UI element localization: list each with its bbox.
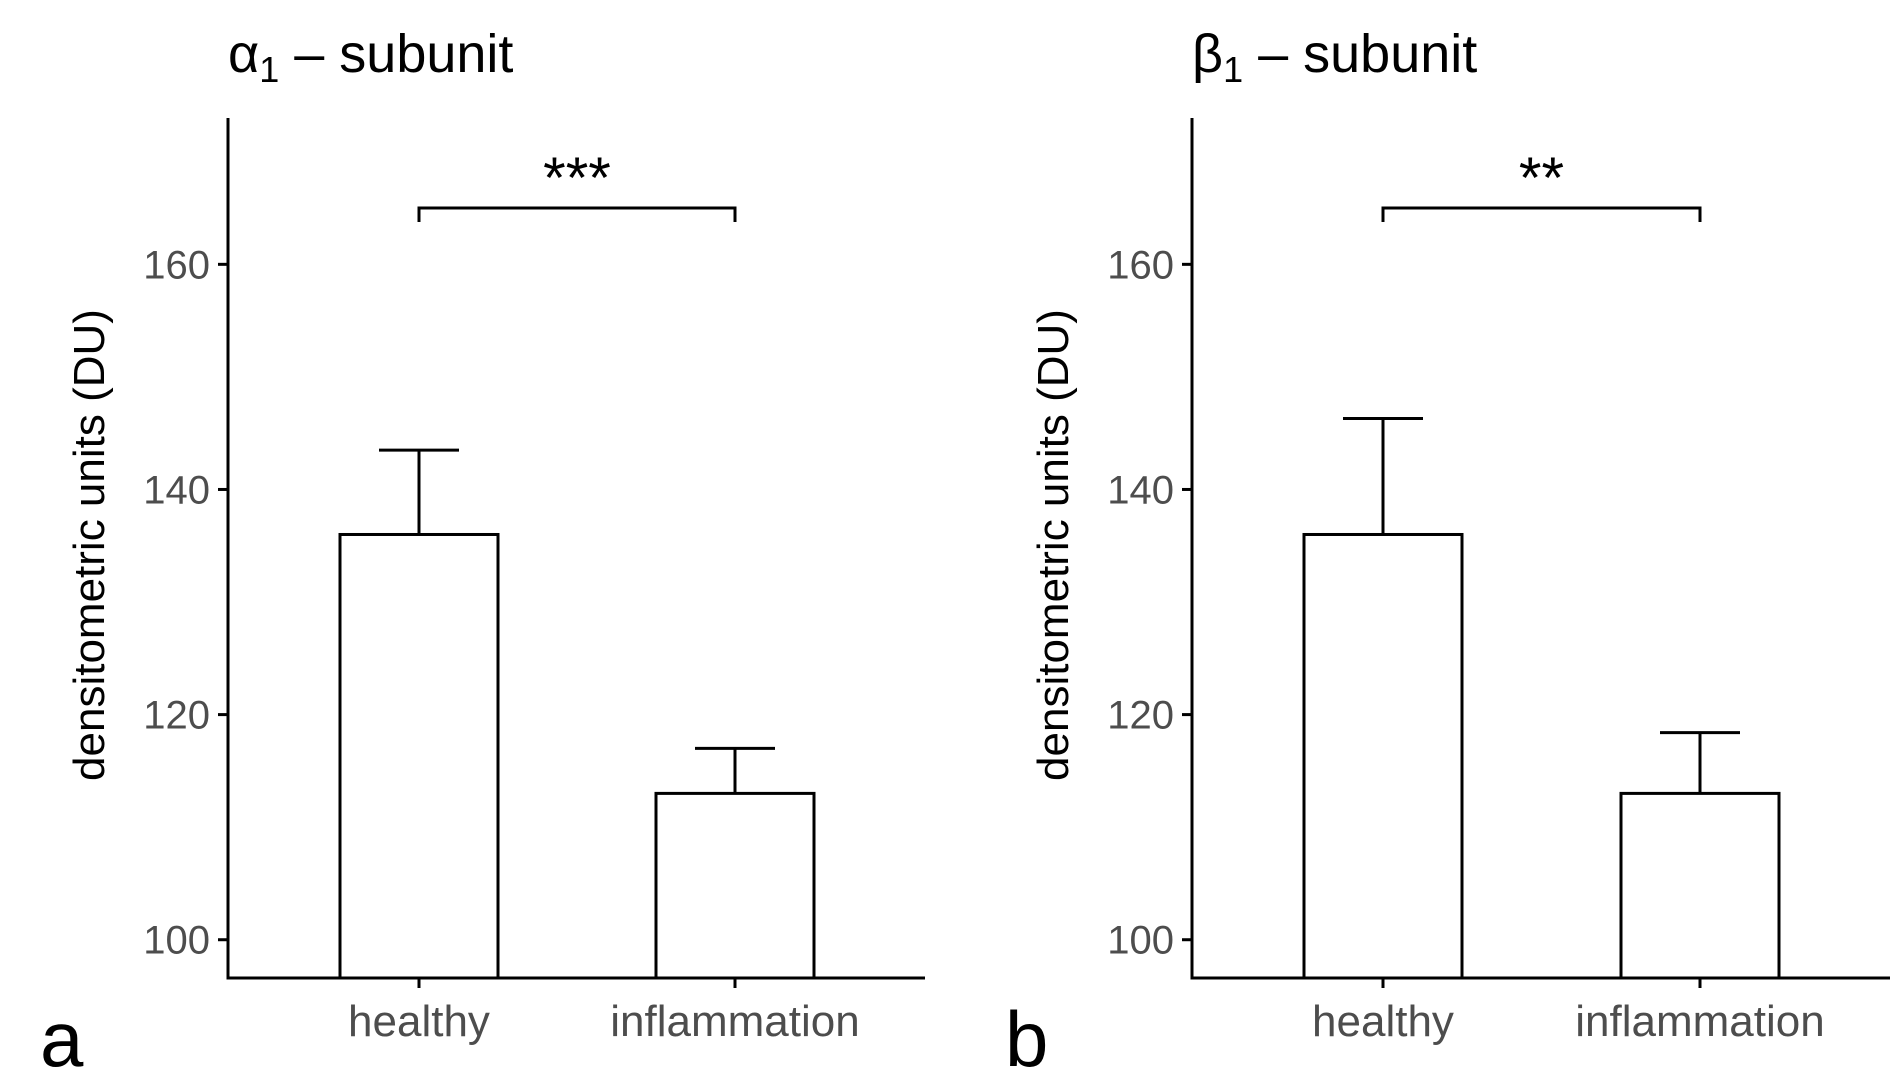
panel-b-plot-area: healthy inflammation 100 120 140 160 ** [1107, 118, 1890, 1046]
panel-b-x-tick-label-inflammation: inflammation [1575, 997, 1824, 1046]
panel-b-y-tick-label-120: 120 [1107, 694, 1174, 738]
panel-b-significance-bracket [1381, 206, 1702, 223]
panel-b-y-axis-label: densitometric units (DU) [1029, 309, 1078, 781]
panel-a-significance-label: *** [543, 146, 611, 211]
panel-b-y-tick-label-100: 100 [1107, 919, 1174, 963]
panel-b-y-tick-label-160: 160 [1107, 243, 1174, 287]
panel-b-x-tick-label-healthy: healthy [1312, 997, 1454, 1046]
panel-b: β1 – subunit densitometric units (DU) he… [1029, 24, 1890, 1046]
panel-b-y-tick-label-140: 140 [1107, 468, 1174, 512]
panel-b-bar-healthy [1302, 532, 1464, 980]
panel-a-x-tick-label-healthy: healthy [348, 997, 490, 1046]
panel-a-letter: a [40, 995, 84, 1083]
panel-b-letter: b [1005, 995, 1048, 1083]
panel-a-y-tick-label-140: 140 [143, 468, 210, 512]
panel-a-title: α1 – subunit [228, 24, 513, 90]
panel-a: α1 – subunit densitometric units (DU) he… [65, 24, 925, 1046]
panel-a-x-tick-label-inflammation: inflammation [610, 997, 859, 1046]
panel-b-significance-label: ** [1519, 146, 1564, 211]
panel-a-y-tick-label-160: 160 [143, 243, 210, 287]
panel-a-significance-bracket [417, 206, 737, 223]
panel-a-bar-healthy [338, 532, 500, 980]
panel-b-title: β1 – subunit [1192, 24, 1477, 90]
panel-b-bar-inflammation [1619, 791, 1781, 980]
panel-a-plot-area: healthy inflammation 100 120 140 160 *** [143, 118, 925, 1046]
panel-a-bar-inflammation [654, 791, 816, 980]
panel-a-y-tick-label-120: 120 [143, 694, 210, 738]
panel-a-y-tick-label-100: 100 [143, 919, 210, 963]
panel-a-y-axis-label: densitometric units (DU) [65, 309, 114, 781]
